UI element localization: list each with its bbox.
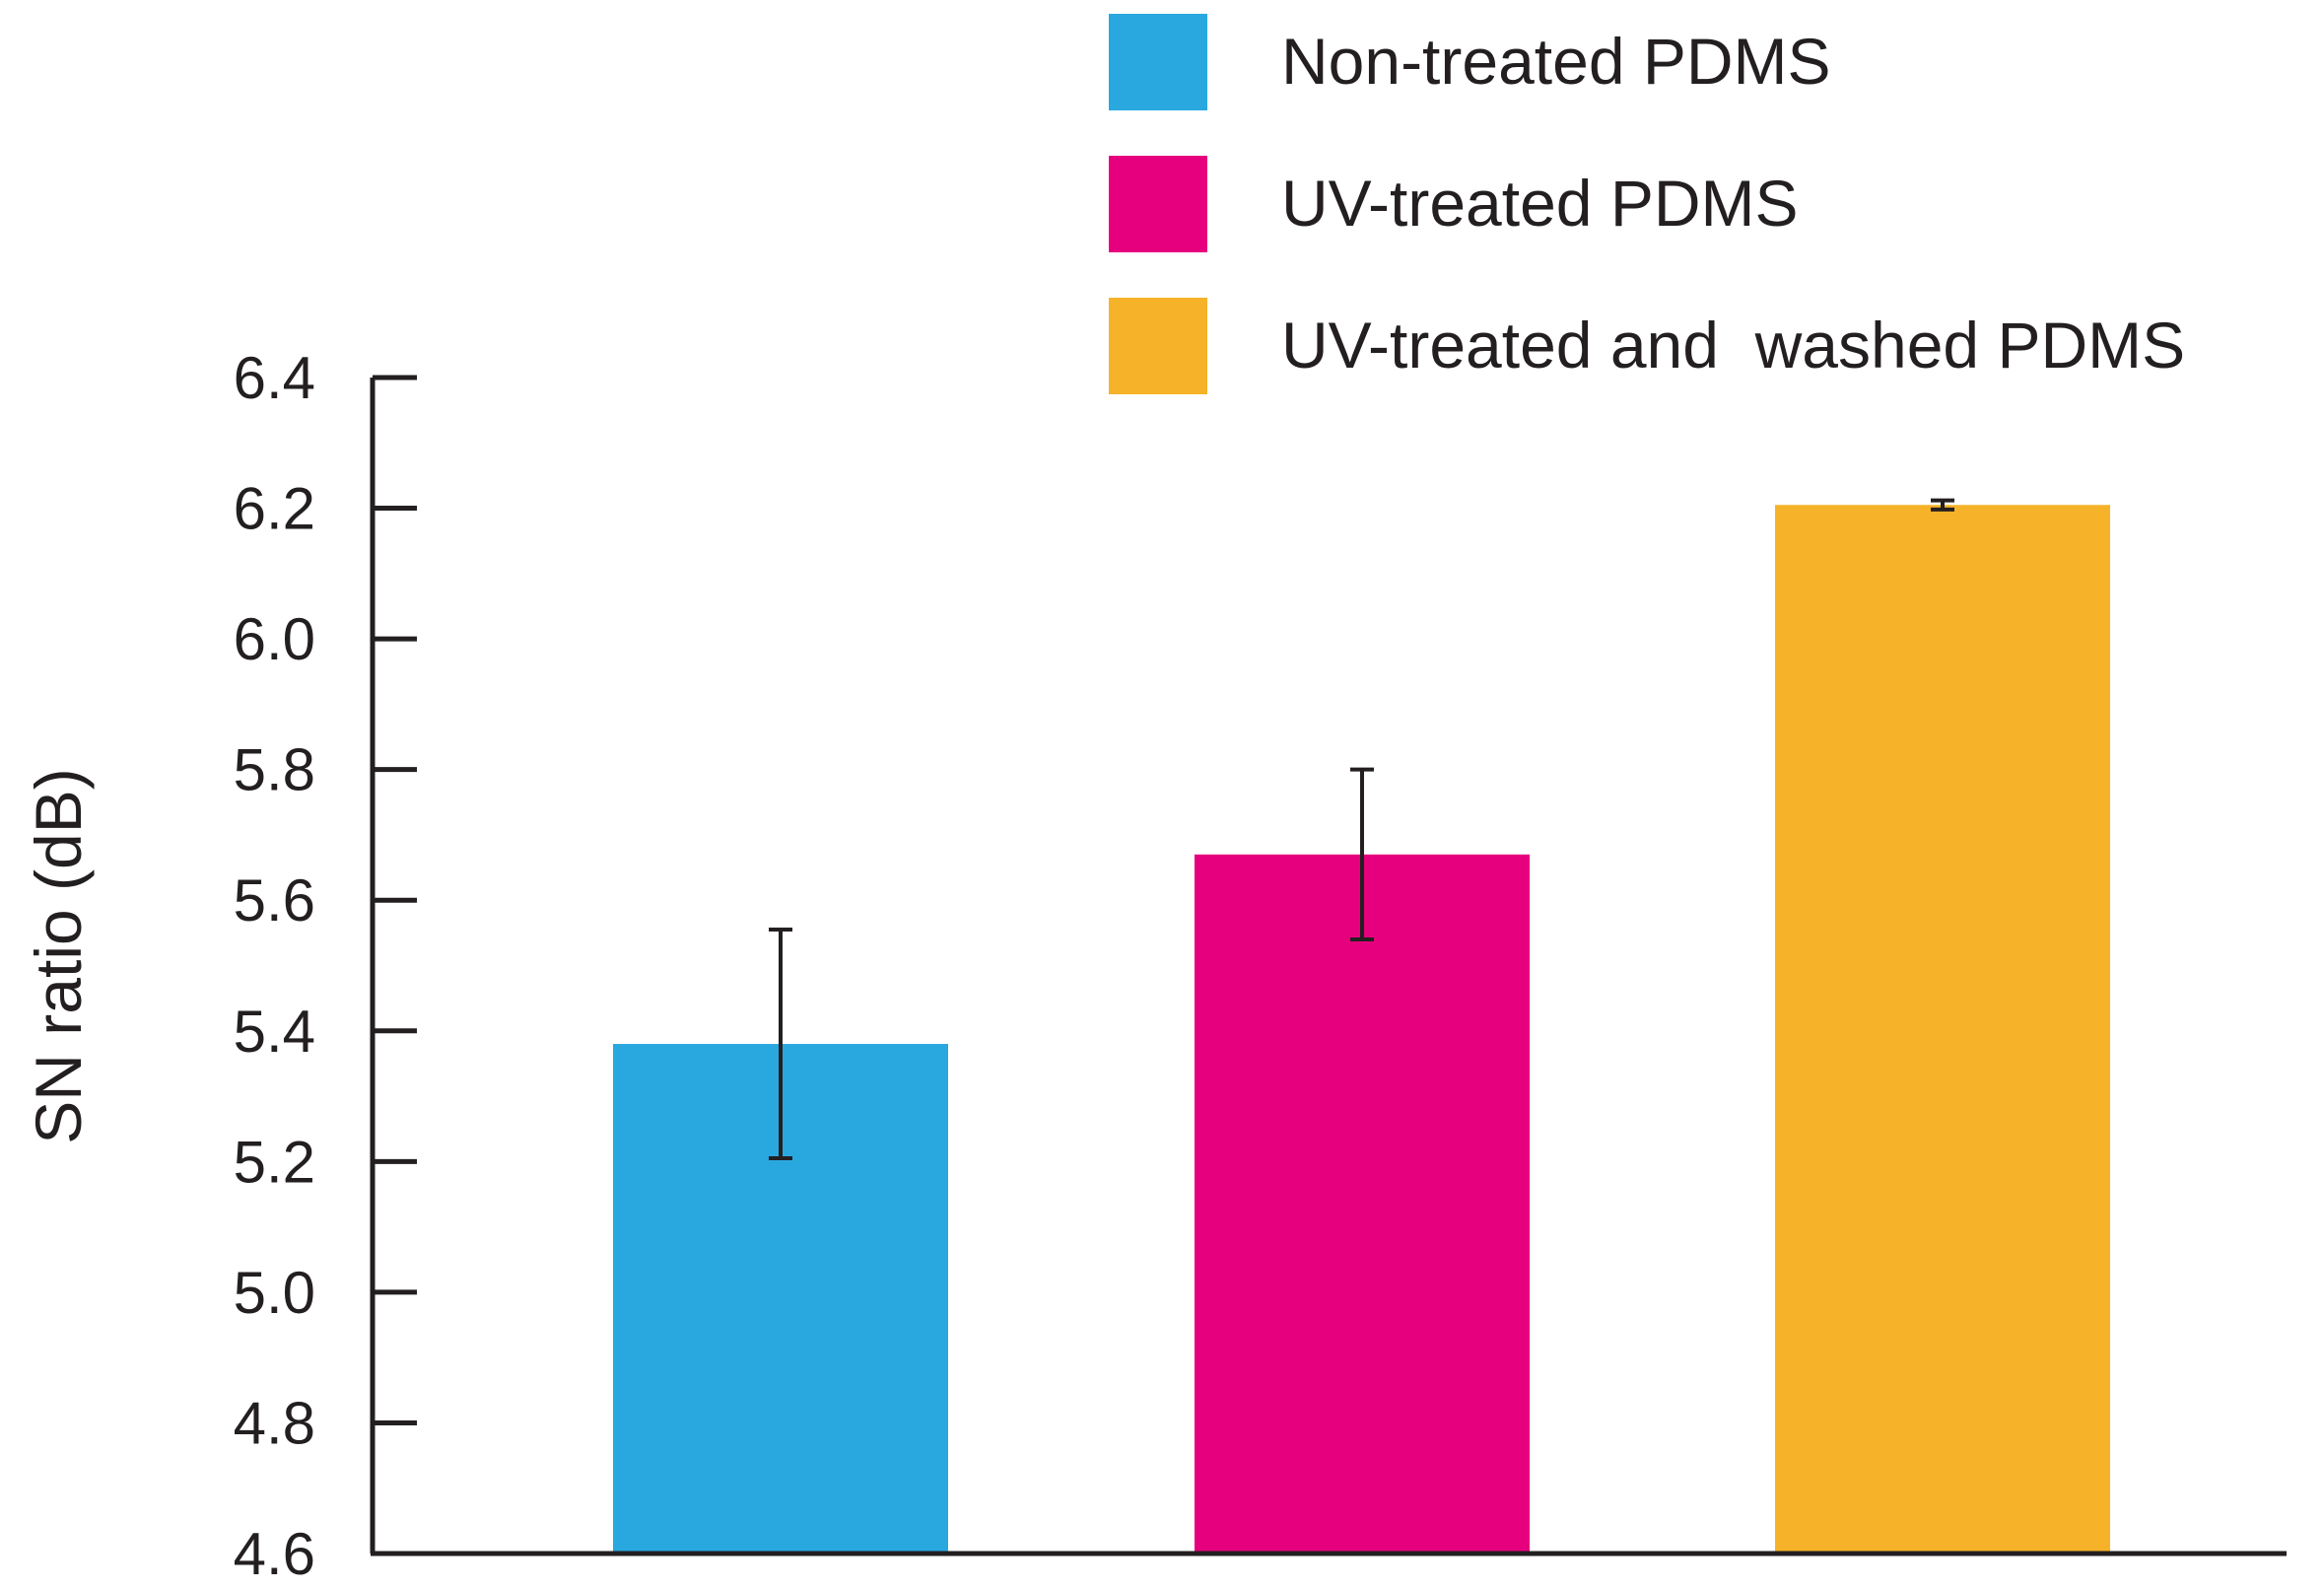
y-ticks: 4.6 4.8 5.0 5.2 5.4 5.6 5.8 6.0 6.2 6.4: [234, 345, 417, 1587]
legend-swatch: [1109, 156, 1207, 252]
legend-swatch: [1109, 298, 1207, 394]
y-tick-label: 6.0: [234, 606, 315, 672]
axes: [370, 378, 2287, 1556]
y-tick-label: 6.4: [234, 345, 315, 411]
bar: [1195, 854, 1530, 1554]
y-axis-title: SN ratio (dB): [22, 768, 95, 1143]
y-tick-label: 5.8: [234, 737, 315, 803]
legend-label: UV-treated and washed PDMS: [1281, 309, 2185, 381]
y-tick-label: 5.0: [234, 1260, 315, 1326]
error-bars: [769, 498, 1954, 1161]
legend: Non-treated PDMS UV-treated PDMS UV-treate…: [1109, 14, 2185, 394]
y-tick-label: 5.4: [234, 999, 315, 1065]
y-tick-label: 4.8: [234, 1390, 315, 1456]
y-tick-label: 5.6: [234, 867, 315, 933]
legend-label: UV-treated PDMS: [1281, 167, 1799, 240]
y-tick-label: 6.2: [234, 476, 315, 542]
bar: [1775, 505, 2110, 1554]
bars: [613, 505, 2110, 1554]
y-tick-label: 4.6: [234, 1521, 315, 1585]
legend-label: Non-treated PDMS: [1281, 25, 1831, 98]
y-tick-label: 5.2: [234, 1129, 315, 1195]
legend-swatch: [1109, 14, 1207, 110]
